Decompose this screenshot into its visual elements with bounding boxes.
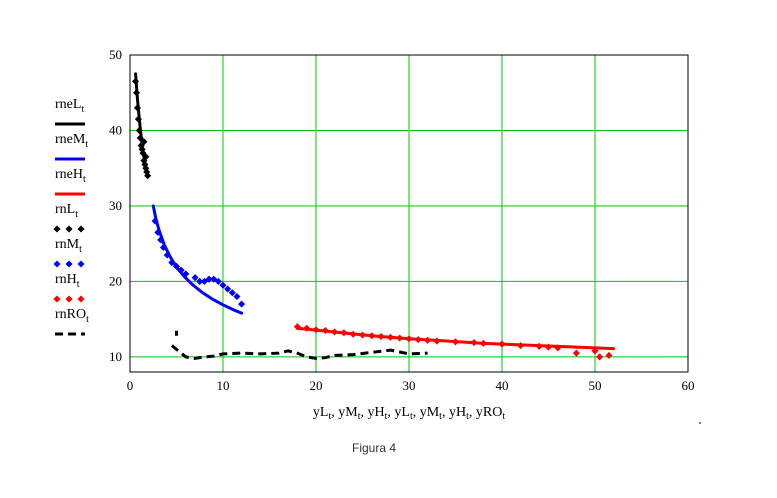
legend-swatch-dot (53, 295, 61, 303)
data-point (303, 324, 311, 332)
data-point (517, 342, 525, 350)
figure-caption: Figura 4 (352, 441, 396, 455)
series-dash-line (170, 344, 428, 360)
data-point (168, 259, 176, 267)
series-layer (132, 72, 616, 361)
data-point (596, 353, 604, 361)
x-tick-label: 20 (310, 378, 323, 393)
data-point (172, 262, 181, 270)
data-point (535, 342, 543, 350)
data-point (321, 326, 329, 335)
data-point (191, 274, 199, 282)
data-point (340, 329, 348, 337)
plot-frame (129, 54, 689, 373)
data-point (151, 217, 159, 225)
data-point (157, 236, 165, 244)
axis-ticks: 0 10 20 30 40 50 60 10 20 30 40 50 (109, 47, 695, 393)
series-rnH-t (293, 323, 613, 361)
data-point (196, 277, 204, 285)
data-point (224, 285, 232, 293)
x-tick-label: 30 (403, 378, 416, 393)
data-point (396, 334, 404, 342)
legend-swatch-dot (77, 295, 85, 303)
y-tick-label: 20 (109, 273, 122, 288)
data-point (134, 115, 142, 123)
data-point (424, 336, 432, 344)
legend-swatch-dot (65, 225, 73, 233)
y-tick-label: 30 (109, 198, 122, 213)
x-tick-label: 40 (496, 378, 509, 393)
data-point (312, 326, 320, 334)
x-axis-label: yLt, yMt, yHt, yLt, yMt, yHt, yROt (313, 405, 505, 422)
data-point (544, 343, 553, 351)
x-tick-label: 0 (127, 378, 134, 393)
series-rnRO-t (170, 344, 428, 360)
data-point (182, 270, 190, 278)
series-rnL-t (132, 77, 152, 180)
legend-swatch-dot (53, 225, 61, 233)
data-point (331, 328, 339, 336)
legend-label: rneLt (55, 97, 84, 115)
data-point (377, 332, 385, 341)
data-point (132, 89, 141, 97)
data-point (228, 289, 236, 297)
x-tick-label: 50 (589, 378, 602, 393)
grid-lines (130, 55, 688, 372)
data-point (554, 344, 562, 352)
data-point (572, 349, 580, 357)
data-point (358, 331, 367, 339)
x-tick-label: 10 (217, 378, 230, 393)
y-tick-label: 50 (109, 47, 122, 62)
data-point (142, 153, 150, 161)
data-point (177, 266, 185, 274)
data-point (479, 339, 487, 347)
data-point (386, 333, 394, 341)
legend-swatch-dot (53, 260, 61, 268)
data-point (433, 337, 441, 345)
data-point (498, 340, 506, 348)
data-point (591, 347, 599, 355)
y-tick-label: 40 (109, 122, 122, 137)
data-point (136, 134, 144, 142)
data-point (368, 332, 376, 340)
x-tick-label: 60 (682, 378, 695, 393)
legend-label: rnLt (55, 202, 78, 220)
legend: rneLt rneMt rneHt rnLt rnMt rnHt rnROt (53, 97, 89, 336)
data-point (414, 336, 422, 344)
legend-label: rnROt (55, 307, 89, 325)
data-point (233, 292, 241, 301)
data-point (132, 77, 140, 85)
legend-label: rneMt (55, 132, 88, 150)
legend-swatch-dot (65, 295, 73, 303)
data-point (154, 228, 162, 236)
data-point (214, 277, 222, 285)
legend-label: rnMt (55, 237, 82, 255)
data-point (163, 251, 171, 259)
data-point (205, 275, 213, 283)
legend-label: rnHt (55, 272, 80, 290)
data-point (219, 281, 227, 289)
data-point (349, 330, 357, 338)
legend-swatch-dot (77, 260, 85, 268)
series-rnM-t (151, 217, 246, 308)
series-line (151, 204, 244, 315)
data-point (293, 323, 301, 331)
data-point (451, 338, 460, 346)
data-point (605, 351, 613, 359)
data-point (238, 300, 246, 308)
data-point (159, 243, 168, 251)
data-point (470, 339, 478, 347)
data-point (405, 335, 413, 343)
series-rneM-t (151, 204, 244, 315)
legend-swatch-dot (65, 260, 73, 268)
data-point (144, 172, 152, 180)
data-point (133, 104, 141, 112)
legend-swatch-dot (77, 225, 85, 233)
y-tick-label: 10 (109, 349, 122, 364)
legend-label: rneHt (55, 167, 86, 185)
data-point (140, 138, 148, 146)
